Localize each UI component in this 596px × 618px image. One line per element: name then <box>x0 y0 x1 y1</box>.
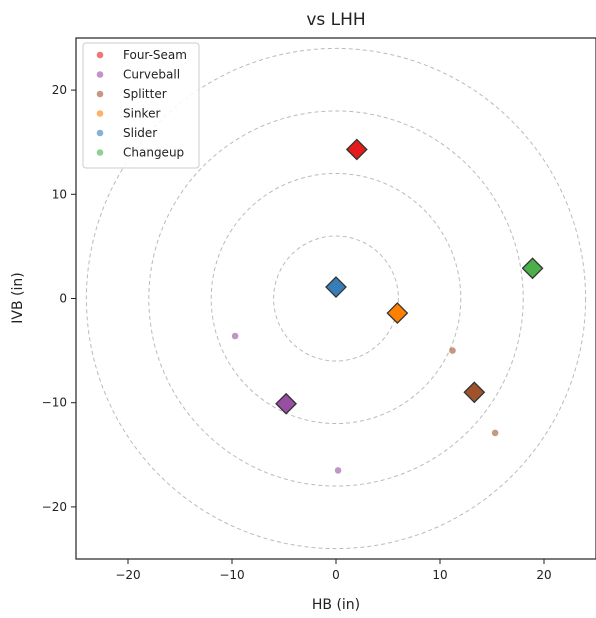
splitter-legend-label: Splitter <box>123 87 167 101</box>
reference-circle-r24 <box>85 47 587 550</box>
curveball-legend-label: Curveball <box>123 68 180 82</box>
slider-legend-label: Slider <box>123 126 157 140</box>
x-tick-label: −20 <box>115 568 140 582</box>
four-seam-legend-marker <box>96 51 104 59</box>
reference-circle-r12 <box>210 172 462 425</box>
reference-circle-r18 <box>148 110 524 487</box>
reference-circle-r6 <box>273 235 399 362</box>
four-seam-mean-marker <box>345 138 368 161</box>
sinker-legend-label: Sinker <box>123 107 160 121</box>
splitter-legend-marker <box>96 90 104 98</box>
y-axis-label: IVB (in) <box>10 272 26 323</box>
slider-mean-marker <box>325 276 347 298</box>
y-tick-label: 10 <box>52 187 67 201</box>
four-seam-legend-label: Four-Seam <box>123 48 187 62</box>
curveball-legend-marker <box>96 71 104 78</box>
y-tick-label: −20 <box>42 500 67 514</box>
y-tick-label: 20 <box>52 83 67 97</box>
curveball-point-1 <box>231 332 239 340</box>
splitter-point-2 <box>491 429 499 437</box>
x-tick-label: −10 <box>219 568 244 582</box>
x-tick-label: 10 <box>432 568 447 582</box>
chart-title: vs LHH <box>306 10 365 30</box>
x-tick-label: 0 <box>332 568 340 582</box>
changeup-mean-marker <box>521 257 544 280</box>
changeup-legend-marker <box>96 149 104 156</box>
sinker-legend-marker <box>96 110 104 117</box>
x-tick-label: 20 <box>536 568 551 582</box>
x-axis-label: HB (in) <box>312 597 360 613</box>
splitter-point-1 <box>449 347 456 354</box>
legend-box <box>82 42 200 169</box>
curveball-point-2 <box>334 467 342 474</box>
changeup-legend-label: Changeup <box>123 146 184 160</box>
sinker-mean-marker <box>386 302 409 325</box>
slider-legend-marker <box>96 129 104 137</box>
y-tick-label: 0 <box>59 292 67 306</box>
splitter-mean-marker <box>463 381 486 404</box>
legend: Four-Seam Curveball Splitter Sinker Slider Ch… <box>82 42 200 169</box>
y-tick-label: −10 <box>42 396 67 410</box>
curveball-mean-marker <box>275 392 297 415</box>
